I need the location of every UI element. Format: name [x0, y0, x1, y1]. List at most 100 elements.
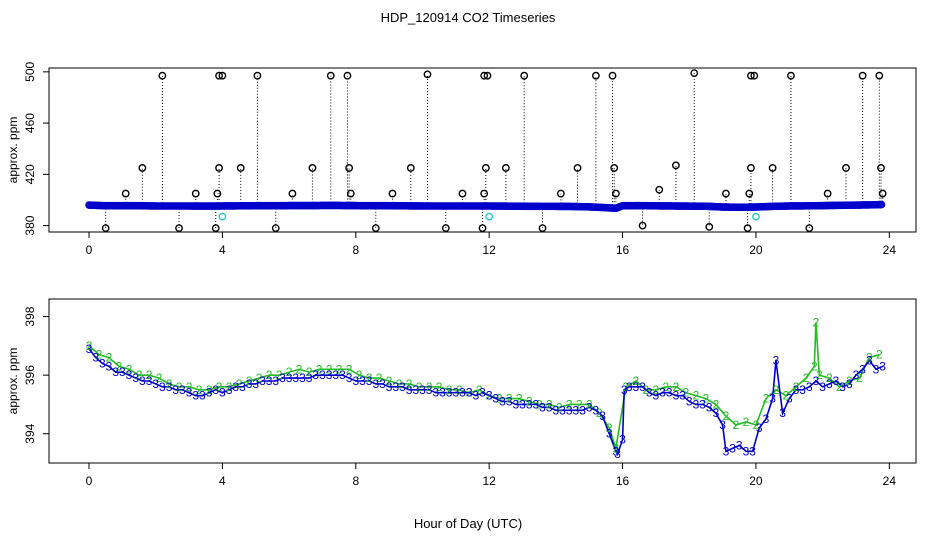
- series-3-marker: 3: [719, 418, 726, 432]
- bottom-x-axis: 0 4 8 12 16 20 24: [86, 463, 896, 488]
- series-3-marker: 3: [743, 444, 750, 458]
- series-2-marker: 2: [366, 371, 373, 385]
- series-2-marker: 2: [486, 389, 493, 403]
- series-3-marker: 3: [559, 403, 566, 417]
- series-2-marker: 2: [546, 397, 553, 411]
- spike-point: [271, 224, 280, 233]
- series-3-marker: 3: [806, 380, 813, 394]
- spike-point: [371, 224, 380, 233]
- series-2-marker: 2: [813, 315, 820, 329]
- series-2-marker: 2: [613, 441, 620, 455]
- figure-title: HDP_120914 CO2 Timeseries: [381, 10, 556, 25]
- spike-point: [423, 70, 432, 79]
- series-2-marker: 2: [316, 362, 323, 376]
- series-3-marker: 3: [553, 403, 560, 417]
- series-2-marker: 2: [606, 421, 613, 435]
- series-2-marker: 2: [356, 368, 363, 382]
- series-3-marker: 3: [152, 377, 159, 391]
- series-2-marker: 2: [763, 392, 770, 406]
- series-3-marker: 3: [272, 374, 279, 388]
- series-3-marker: 3: [853, 368, 860, 382]
- series-3-marker: 3: [793, 383, 800, 397]
- spike-point: [343, 71, 352, 80]
- series-2-marker: 2: [556, 400, 563, 414]
- series-2-marker: 2: [476, 383, 483, 397]
- top-x-axis: 0 4 8 12 16 20 24: [86, 232, 896, 257]
- series-2-marker: 2: [876, 348, 883, 362]
- series-2-marker: 2: [326, 362, 333, 376]
- cyan-point: [752, 212, 760, 221]
- series-3-marker: 3: [713, 406, 720, 420]
- series-2-marker: 2: [816, 368, 823, 382]
- series-3-marker: 3: [526, 397, 533, 411]
- series-3-marker: 3: [479, 386, 486, 400]
- spike-point: [520, 71, 529, 80]
- series-2-marker: 2: [136, 368, 143, 382]
- series-3-marker: 3: [859, 362, 866, 376]
- bottom-x-tick-label: 20: [749, 474, 763, 488]
- series-3-marker: 3: [312, 368, 319, 382]
- series-3-marker: 3: [392, 380, 399, 394]
- series-3-marker: 3: [239, 380, 246, 394]
- series-3-marker: 3: [763, 412, 770, 426]
- series-3-marker: 3: [459, 386, 466, 400]
- series-2-marker: 2: [596, 406, 603, 420]
- series-2-marker: 2: [196, 383, 203, 397]
- spike-point: [138, 164, 147, 172]
- series-3-marker: 3: [126, 368, 133, 382]
- series-2-marker: 2: [96, 348, 103, 362]
- series-3-marker: 3: [639, 380, 646, 394]
- series-3-marker: 3: [729, 441, 736, 455]
- bottom-x-tick-label: 8: [352, 474, 359, 488]
- spike-point: [406, 164, 415, 172]
- series-3-marker: 3: [406, 383, 413, 397]
- top-marker-point: [218, 71, 227, 80]
- series-3-marker: 3: [756, 421, 763, 435]
- series-2-marker: 2: [306, 365, 313, 379]
- series-3-marker: 3: [799, 383, 806, 397]
- series-2-marker: 2: [456, 383, 463, 397]
- series-3-marker: 3: [786, 392, 793, 406]
- spike-point: [690, 69, 699, 78]
- top-marker-point: [747, 71, 755, 80]
- series-2-marker: 2: [246, 374, 253, 388]
- series-3-marker: 3: [186, 386, 193, 400]
- series-3-marker: 3: [506, 395, 513, 409]
- spike-point: [480, 189, 489, 198]
- series-3-marker: 3: [633, 380, 640, 394]
- spike-point: [573, 164, 582, 172]
- spike-point: [878, 189, 887, 198]
- series-2-marker: 2: [396, 377, 403, 391]
- series-3-marker: 3: [539, 400, 546, 414]
- series-2-marker: 2: [623, 380, 630, 394]
- series-3-marker: 3: [372, 377, 379, 391]
- series-3-marker: 3: [833, 374, 840, 388]
- series-3-marker: 3: [339, 368, 346, 382]
- series-2-marker: 2: [446, 383, 453, 397]
- series-3-marker: 3: [199, 389, 206, 403]
- series-3-marker: 3: [673, 389, 680, 403]
- series-3-marker: 3: [359, 374, 366, 388]
- series-3-line: [88, 348, 883, 457]
- spike-point: [211, 224, 220, 233]
- series-2-marker: 2: [753, 418, 760, 432]
- series-2-marker: 2: [346, 362, 353, 376]
- series-2-marker: 2: [216, 380, 223, 394]
- series-2-marker: 2: [846, 374, 853, 388]
- spike-point: [655, 185, 664, 194]
- series-3-marker: 3: [679, 389, 686, 403]
- spike-point: [610, 164, 619, 172]
- series-3-marker: 3: [769, 392, 776, 406]
- bottom-y-tick-label: 398: [23, 306, 37, 326]
- series-3-marker: 3: [586, 400, 593, 414]
- series-3-marker: 3: [379, 377, 386, 391]
- spike-point: [745, 189, 754, 198]
- spike-point: [478, 224, 487, 233]
- series-2-marker: 2: [633, 374, 640, 388]
- series-2-marker: 2: [536, 397, 543, 411]
- series-3-marker: 3: [452, 386, 459, 400]
- series-2-marker: 2: [836, 380, 843, 394]
- series-2-marker: 2: [226, 380, 233, 394]
- spike-point: [722, 189, 730, 198]
- series-3-marker: 3: [192, 389, 199, 403]
